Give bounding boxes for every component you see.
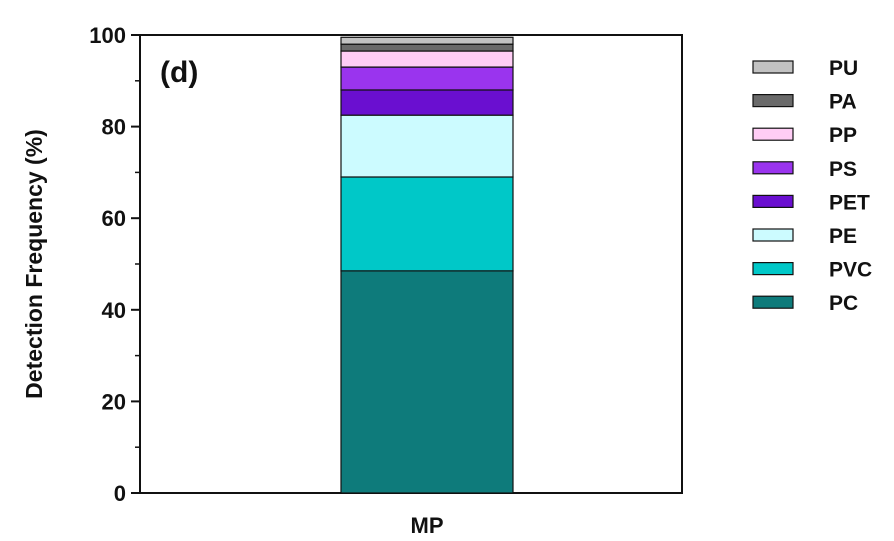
legend-label-pu: PU [829,57,858,80]
x-category-label: MP [411,513,444,538]
legend-label-ps: PS [829,158,857,181]
y-tick-label: 80 [102,115,126,140]
legend-swatch-pu [752,60,794,74]
legend-swatch-pe [752,228,794,242]
y-tick-label: 20 [102,389,126,414]
legend-swatch-pet [752,194,794,208]
legend-label-pet: PET [829,191,870,214]
bar-segment-pet [340,89,514,116]
legend-label-pvc: PVC [829,259,872,282]
legend-swatch-ps [752,161,794,175]
bar-segment-pp [340,50,514,68]
y-tick-label: 40 [102,298,126,323]
y-tick-label: 0 [114,481,126,506]
legend-label-pc: PC [829,292,858,315]
y-axis-title: Detection Frequency (%) [21,129,47,399]
y-tick-label: 100 [89,23,126,48]
bar-segment-pc [340,270,514,494]
y-tick-label: 60 [102,206,126,231]
bar-segment-pa [340,43,514,52]
legend-label-pa: PA [829,91,857,114]
legend: PU PA PP PS PET PE PVC PC [752,57,872,315]
bar-segment-pvc [340,176,514,272]
legend-swatch-pvc [752,262,794,276]
bar-segment-pe [340,114,514,178]
x-axis: MP [411,513,444,538]
legend-swatch-pa [752,93,794,108]
legend-label-pe: PE [829,225,857,248]
legend-swatch-pp [752,127,794,141]
bar-segment-ps [340,66,514,91]
y-axis: 0 20 40 60 80 100 [89,23,140,506]
legend-label-pp: PP [829,124,857,147]
bar-segment-pu [340,36,514,45]
panel-label: (d) [160,56,198,89]
legend-swatch-pc [752,295,794,309]
bar-stack [340,36,514,494]
